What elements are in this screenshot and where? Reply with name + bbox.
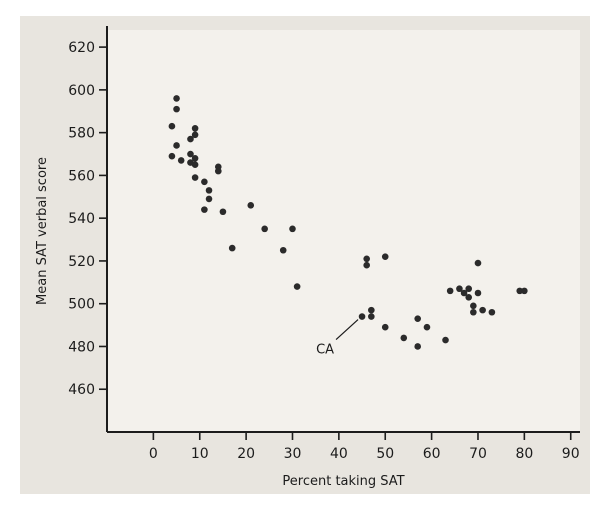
data-point <box>191 174 199 181</box>
data-point <box>381 323 389 331</box>
data-point <box>363 261 370 269</box>
data-point <box>168 122 176 130</box>
data-point <box>191 125 199 132</box>
data-point <box>516 287 524 295</box>
y-axis-title: Mean SAT verbal score <box>35 157 50 305</box>
data-point <box>474 259 482 267</box>
data-point <box>173 95 180 102</box>
y-tick-label: 600 <box>68 83 95 99</box>
data-point <box>363 255 370 263</box>
y-tick-label: 560 <box>68 168 95 184</box>
data-point <box>191 154 199 162</box>
y-tick-label: 500 <box>68 297 95 313</box>
data-point <box>442 336 449 344</box>
axes <box>106 26 580 433</box>
data-point <box>191 161 199 169</box>
data-point <box>521 287 528 295</box>
x-axis-title: Percent taking SAT <box>282 474 404 489</box>
x-tick-label: 50 <box>376 446 394 462</box>
y-tick-label: 620 <box>68 40 95 56</box>
data-point <box>368 313 375 320</box>
data-point <box>414 343 421 350</box>
data-point <box>400 334 408 342</box>
x-tick-label: 80 <box>515 446 533 462</box>
x-tick-label: 60 <box>423 446 441 462</box>
data-point <box>474 289 482 297</box>
data-point <box>446 287 454 295</box>
data-point <box>289 225 296 233</box>
data-point <box>293 283 301 290</box>
data-point <box>177 157 185 164</box>
data-point <box>173 142 180 149</box>
data-point <box>187 135 194 143</box>
annotations: CA <box>316 319 359 358</box>
data-point <box>247 202 255 209</box>
data-point <box>279 246 287 254</box>
data-point <box>414 315 421 322</box>
data-point <box>423 323 431 331</box>
data-point <box>205 195 213 203</box>
annotation-leader <box>335 319 359 340</box>
data-points <box>168 95 528 350</box>
y-tick-label: 460 <box>68 382 95 398</box>
data-point <box>187 150 194 158</box>
y-tick-label: 580 <box>68 126 95 142</box>
data-point <box>381 253 389 260</box>
data-point <box>201 206 208 213</box>
data-point <box>470 308 477 316</box>
x-tick-label: 0 <box>149 446 158 462</box>
data-point <box>168 152 176 160</box>
data-point <box>358 313 366 320</box>
data-point <box>219 208 227 216</box>
data-point <box>460 289 468 297</box>
data-point <box>465 293 473 301</box>
data-point <box>470 302 477 310</box>
y-tick-label: 480 <box>68 339 95 355</box>
data-point <box>214 167 222 175</box>
data-point <box>465 285 473 293</box>
x-tick-label: 30 <box>284 446 302 462</box>
data-point <box>201 178 208 186</box>
data-point <box>191 131 199 139</box>
data-point <box>173 105 180 113</box>
x-tick-label: 10 <box>191 446 209 462</box>
data-point <box>368 306 375 314</box>
y-tick-label: 540 <box>68 211 95 227</box>
y-tick-label: 520 <box>68 254 95 270</box>
data-point <box>205 187 213 194</box>
data-point <box>456 285 463 293</box>
x-tick-label: 20 <box>237 446 255 462</box>
x-tick-label: 90 <box>562 446 580 462</box>
data-point <box>261 225 268 233</box>
data-point <box>488 308 496 316</box>
annotation-label: CA <box>316 343 334 358</box>
tick-marks: 0 10 20 30 40 50 60 70 80 90 460 480 500 520 540 560 580… <box>68 40 579 462</box>
x-tick-label: 40 <box>330 446 348 462</box>
data-point <box>479 306 486 314</box>
plot-area <box>107 30 580 432</box>
data-point <box>228 244 236 252</box>
x-tick-label: 70 <box>469 446 487 462</box>
